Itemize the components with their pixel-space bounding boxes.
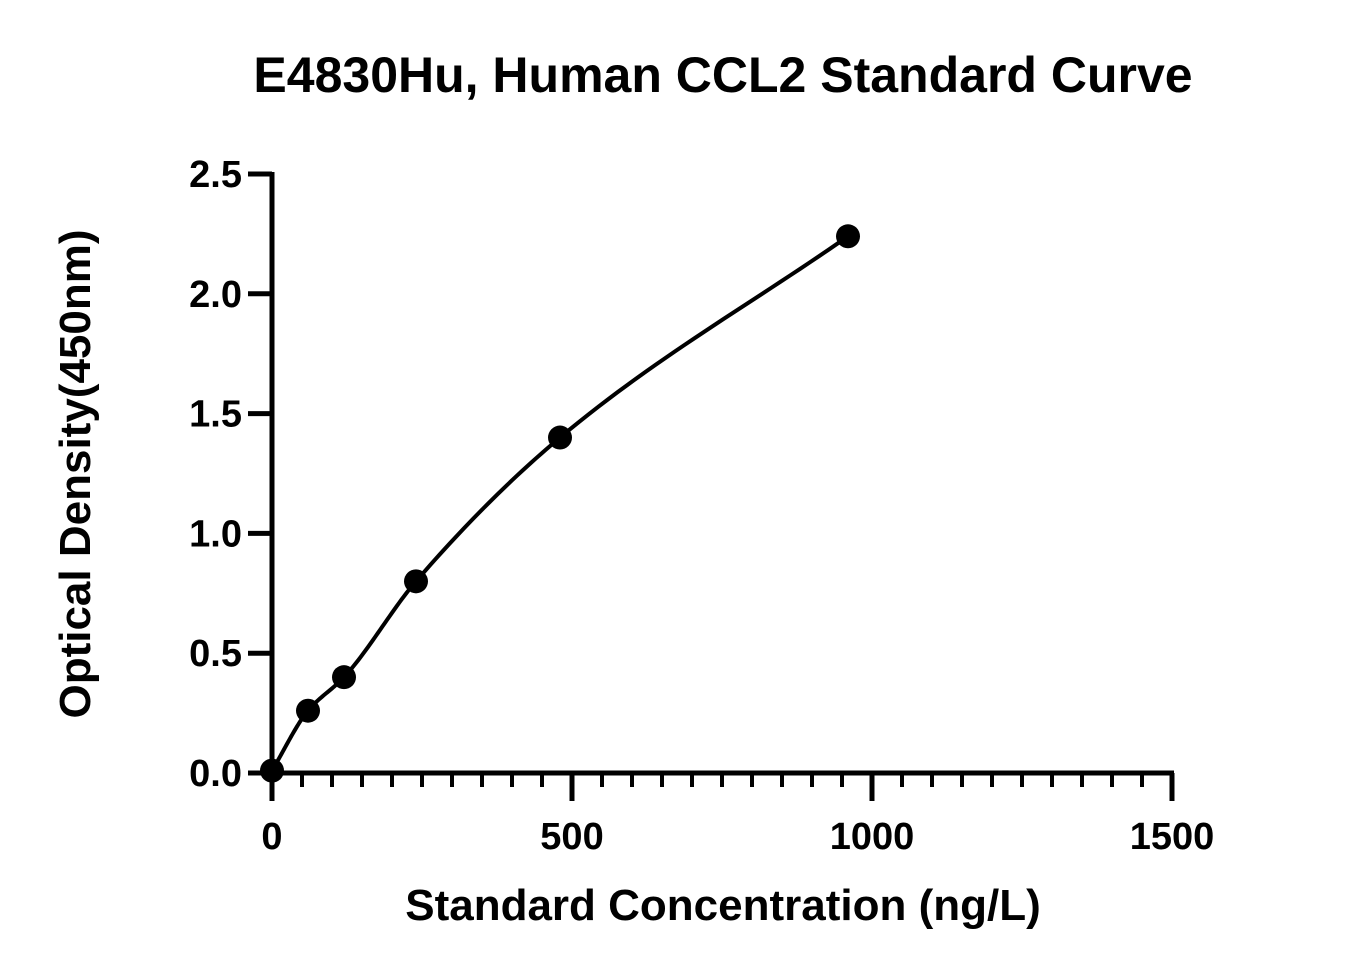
x-tick-label: 0 — [261, 816, 282, 858]
data-point — [260, 758, 284, 783]
data-points — [260, 224, 860, 783]
data-point — [332, 665, 356, 690]
y-axis-label: Optical Density(450nm) — [51, 229, 100, 718]
x-tick-label: 1500 — [1130, 816, 1215, 858]
x-tick-label: 1000 — [830, 816, 915, 858]
chart-title: E4830Hu, Human CCL2 Standard Curve — [253, 47, 1192, 103]
data-point — [296, 698, 320, 723]
data-point — [404, 569, 428, 594]
fit-curve-line — [270, 234, 850, 772]
y-tick-label: 0.5 — [189, 633, 242, 675]
x-tick-label: 500 — [540, 816, 603, 858]
data-point — [836, 224, 860, 249]
y-axis: 0.0 0.5 1.0 1.5 2.0 2.5 — [189, 154, 275, 795]
y-tick-label: 2.5 — [189, 154, 242, 196]
y-tick-label: 1.5 — [189, 394, 242, 436]
y-tick-label: 1.0 — [189, 513, 242, 555]
x-axis-label: Standard Concentration (ng/L) — [405, 881, 1041, 930]
x-axis: 0 500 1000 1500 — [261, 770, 1215, 858]
y-tick-label: 0.0 — [189, 753, 242, 795]
data-point — [548, 425, 572, 450]
fit-curve — [270, 234, 850, 772]
y-tick-label: 2.0 — [189, 274, 242, 316]
